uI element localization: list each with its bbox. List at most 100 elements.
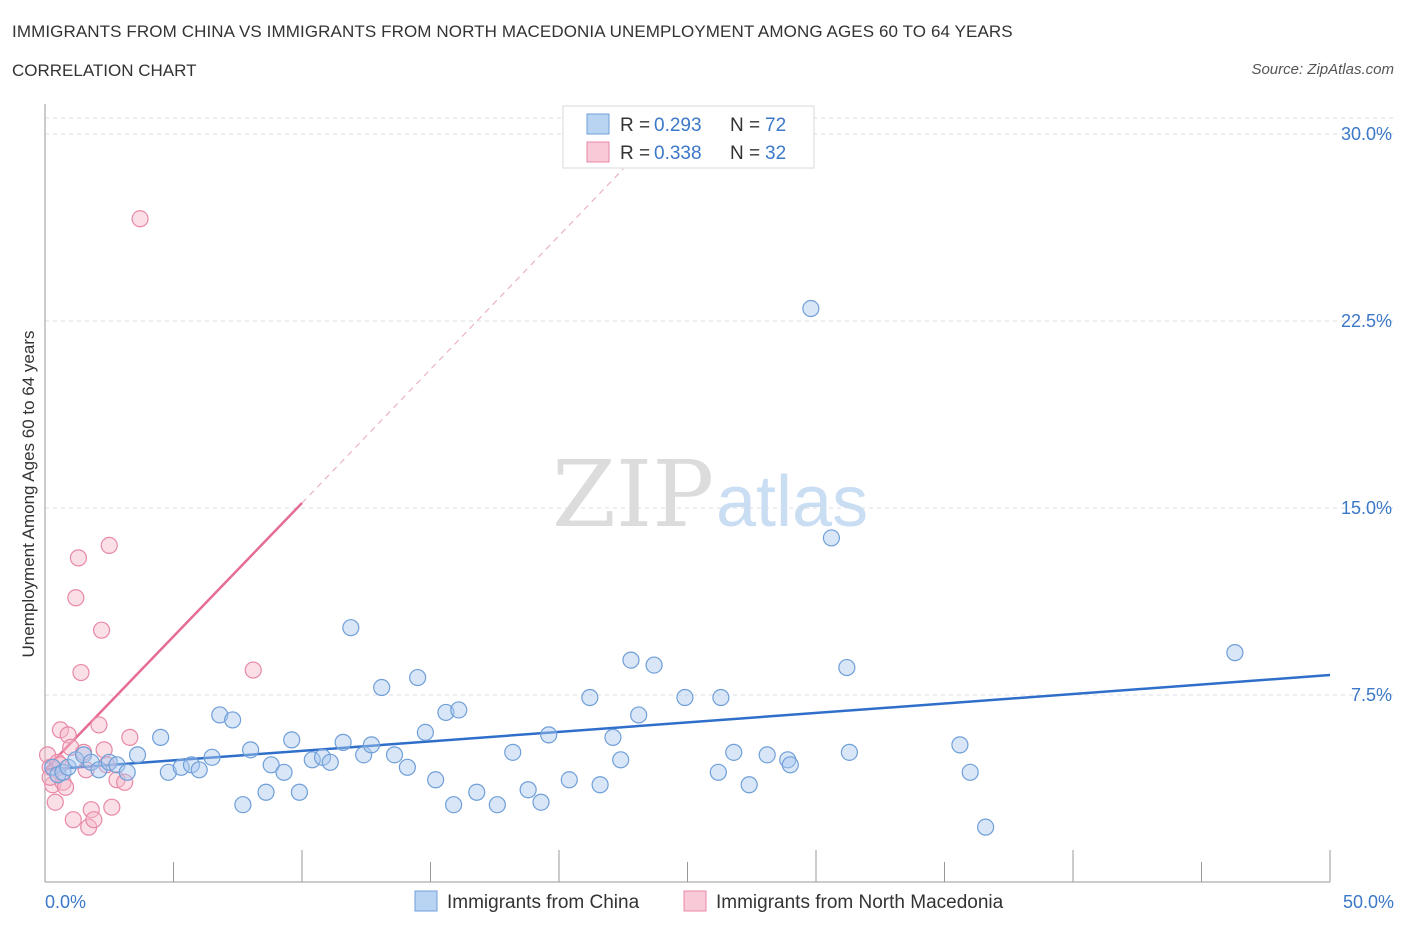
point-china [581,688,599,707]
trend-line-mac [44,502,303,771]
point-china [802,299,820,318]
point-china [416,723,434,742]
point-china [211,706,229,724]
point-china [234,796,252,814]
point-mac [46,793,64,811]
point-china [519,781,537,799]
series-legend: Immigrants from China Immigrants from No… [414,890,1004,913]
legend-r-value-mac: 0.338 [654,143,702,164]
point-mac [67,589,85,607]
source-label: Source: ZipAtlas.com [1251,61,1394,78]
x-axis-ticks [173,850,1331,882]
bottom-legend-swatch-mac [683,890,707,912]
y-tick-label: 22.5% [1341,311,1392,331]
point-china [1226,644,1244,662]
point-china [488,796,506,814]
point-mac [116,773,134,791]
point-china [398,758,416,776]
chart-subtitle: CORRELATION CHART [12,61,197,80]
point-china [740,776,758,794]
point-china [242,741,260,759]
point-china [709,763,727,781]
point-china [450,701,468,719]
point-china [532,793,550,811]
legend-swatch-china [586,113,610,135]
correlation-legend: R = 0.293 N = 72 R = 0.338 N = 32 [562,105,815,169]
grid-lines [45,117,1394,696]
point-china [152,728,170,746]
point-china [712,688,730,707]
point-china [781,756,799,774]
point-china [54,763,72,781]
y-tick-label: 7.5% [1351,685,1392,705]
bottom-legend-label-mac: Immigrants from North Macedonia [716,892,1004,913]
point-china [630,706,648,724]
point-china [203,748,221,766]
x-tick-label-min: 0.0% [45,892,86,912]
point-china [427,771,445,789]
trend-line-mac-extension [301,168,624,504]
point-china [172,758,190,776]
point-china [275,763,293,781]
point-china [622,651,640,669]
legend-n-value-china: 72 [765,115,786,136]
legend-n-value-mac: 32 [765,143,786,164]
point-china [303,751,321,769]
point-mac [103,798,121,816]
point-mac [90,716,108,734]
point-china [257,783,275,801]
point-china [321,753,339,771]
point-china [385,746,404,764]
y-tick-labels: 7.5% 15.0% 22.5% 30.0% [1341,124,1392,705]
watermark-zip: ZIP [552,441,714,548]
point-china [840,743,859,761]
point-china [540,726,558,744]
series-north-macedonia [38,210,262,836]
legend-swatch-mac [586,141,610,163]
point-china [445,796,463,814]
chart-title: IMMIGRANTS FROM CHINA VS IMMIGRANTS FROM… [12,22,1013,41]
point-mac [85,811,103,829]
point-china [437,703,455,722]
point-mac [121,728,139,746]
point-china [190,761,208,779]
point-mac [69,549,88,567]
legend-n-label-mac: N = [730,143,760,164]
point-china [645,656,663,674]
point-china [159,763,177,781]
point-china [128,746,147,764]
point-china [560,771,578,789]
point-china [612,751,630,769]
bottom-legend-swatch-china [414,890,438,912]
legend-r-value-china: 0.293 [654,115,702,136]
trend-line-china [44,673,1331,772]
point-mac [131,210,149,228]
legend-n-label-china: N = [730,115,760,136]
point-mac [49,753,67,771]
point-china [604,728,622,746]
point-china [468,783,486,801]
trend-lines [44,168,1331,772]
point-china [342,619,360,637]
watermark-atlas: atlas [716,462,868,542]
point-china [334,733,352,751]
y-tick-label: 15.0% [1341,498,1392,518]
x-tick-label-max: 50.0% [1343,892,1394,912]
point-china [725,743,743,761]
point-china [362,736,380,754]
point-mac [82,801,100,819]
legend-r-label-china: R = [620,115,650,136]
point-china [951,736,969,754]
point-china [504,743,522,761]
point-china [676,688,694,707]
point-china [409,668,427,687]
point-china [373,678,391,697]
point-china [838,658,856,677]
point-china [224,711,242,729]
point-mac [244,661,262,679]
y-tick-label: 30.0% [1341,124,1392,144]
point-china [779,751,797,769]
point-mac [100,536,118,555]
point-china [262,756,280,774]
bottom-legend-label-china: Immigrants from China [447,892,640,913]
